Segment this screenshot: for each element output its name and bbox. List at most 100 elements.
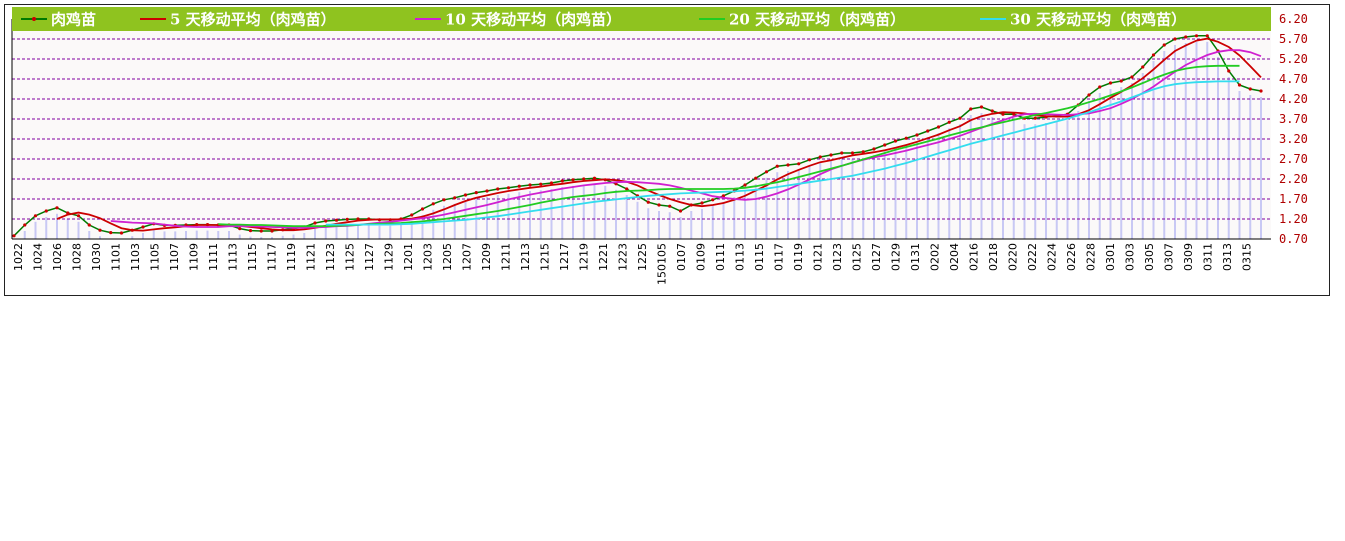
x-tick-label: 0202 xyxy=(928,243,941,271)
bar xyxy=(593,184,596,239)
data-point xyxy=(711,198,715,202)
bar xyxy=(1023,124,1026,239)
x-tick-label: 0129 xyxy=(889,243,902,271)
bar xyxy=(658,211,660,239)
x-tick-label: 0313 xyxy=(1221,243,1234,271)
y-tick-label: 5.70 xyxy=(1279,32,1308,46)
x-tick-label: 0305 xyxy=(1143,243,1156,271)
y-tick-label: 0.70 xyxy=(1279,232,1308,246)
bar xyxy=(1217,57,1219,239)
x-tick-label: 1030 xyxy=(90,243,103,271)
bar xyxy=(615,189,617,239)
bar xyxy=(701,209,703,239)
x-tick-label: 0315 xyxy=(1240,243,1253,271)
bar xyxy=(550,189,553,239)
data-point xyxy=(1237,83,1242,87)
bar xyxy=(1034,124,1037,239)
bar xyxy=(357,225,359,239)
data-point xyxy=(12,234,16,238)
bar xyxy=(206,230,209,239)
legend xyxy=(12,7,1271,31)
x-tick-label: 1119 xyxy=(285,243,298,271)
x-tick-label: 0115 xyxy=(753,243,766,271)
bar xyxy=(572,185,574,239)
bar xyxy=(249,236,252,239)
x-tick-label: 1101 xyxy=(110,243,123,271)
bar xyxy=(647,208,650,239)
data-point xyxy=(1141,65,1145,69)
data-point xyxy=(807,158,812,162)
x-tick-label: 1113 xyxy=(227,243,240,271)
data-point xyxy=(1205,34,1209,38)
x-tick-label: 1103 xyxy=(129,243,142,271)
x-tick-label: 0224 xyxy=(1045,243,1058,271)
x-tick-label: 1221 xyxy=(597,243,610,271)
data-point xyxy=(915,133,919,137)
bar xyxy=(142,233,144,239)
x-tick-label: 0226 xyxy=(1065,243,1078,271)
bar xyxy=(410,221,413,239)
data-point xyxy=(582,177,586,181)
data-point xyxy=(775,164,779,168)
data-point xyxy=(625,187,629,191)
x-tick-label: 0204 xyxy=(948,243,961,271)
data-point xyxy=(119,231,124,235)
data-point xyxy=(313,221,317,225)
data-point xyxy=(474,191,478,195)
x-tick-label: 0303 xyxy=(1123,243,1136,271)
data-point xyxy=(33,214,38,218)
bar xyxy=(1249,95,1252,239)
data-point xyxy=(571,178,575,182)
data-point xyxy=(517,184,521,188)
x-tick-label: 1209 xyxy=(480,243,493,271)
series-line xyxy=(325,80,1240,226)
data-point xyxy=(345,217,349,221)
bar xyxy=(23,231,26,239)
data-point xyxy=(1108,81,1113,85)
data-point xyxy=(818,155,822,159)
bar xyxy=(1012,120,1015,239)
bar xyxy=(34,221,37,239)
x-tick-label: 1022 xyxy=(12,243,25,271)
legend-label: 肉鸡苗 xyxy=(51,11,96,29)
bar xyxy=(195,230,198,239)
bar xyxy=(636,201,639,239)
data-point xyxy=(98,228,102,232)
x-tick-label: 0125 xyxy=(850,243,863,271)
data-point xyxy=(1259,89,1263,93)
data-point xyxy=(1194,34,1199,38)
data-point xyxy=(1119,79,1123,83)
bar xyxy=(185,231,187,239)
bar xyxy=(131,236,134,239)
x-tick-label: 1223 xyxy=(616,243,629,271)
bar xyxy=(1109,89,1112,239)
bar xyxy=(367,225,370,239)
data-point xyxy=(453,196,457,200)
x-tick-label: 1107 xyxy=(168,243,181,271)
data-point xyxy=(990,109,994,113)
data-point xyxy=(743,183,747,187)
data-point xyxy=(141,225,145,229)
bar xyxy=(421,215,424,239)
data-point xyxy=(786,163,790,167)
x-tick-label: 1201 xyxy=(402,243,415,271)
data-point xyxy=(528,183,532,187)
bar xyxy=(529,191,531,239)
x-tick-label: 1217 xyxy=(558,243,571,271)
x-tick-label: 0301 xyxy=(1104,243,1117,271)
y-tick-label: 1.70 xyxy=(1279,192,1308,206)
bar xyxy=(507,193,510,239)
bar xyxy=(959,124,961,239)
y-tick-label: 5.20 xyxy=(1279,52,1308,66)
data-point xyxy=(936,125,941,129)
data-point xyxy=(829,153,833,157)
data-point xyxy=(55,206,59,210)
data-point xyxy=(1098,85,1102,89)
data-point xyxy=(850,151,855,155)
data-point xyxy=(1001,112,1005,116)
y-tick-label: 4.70 xyxy=(1279,72,1308,86)
bar xyxy=(1088,101,1090,239)
bar xyxy=(174,231,177,239)
bar xyxy=(518,192,521,239)
bar xyxy=(754,184,757,239)
